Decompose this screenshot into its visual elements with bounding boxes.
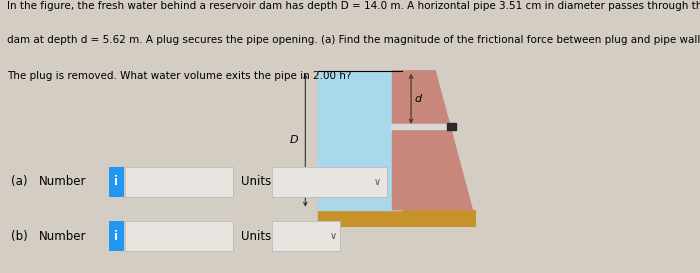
Text: Units: Units [241,175,272,188]
Polygon shape [393,71,473,210]
Text: The plug is removed. What water volume exits the pipe in 2.00 h?: The plug is removed. What water volume e… [7,71,351,81]
Text: (a): (a) [10,175,27,188]
Text: (b): (b) [10,230,27,243]
Bar [447,123,456,130]
Bar [318,71,402,210]
Bar [391,124,450,129]
Text: Units: Units [241,230,272,243]
Text: dam at depth d = 5.62 m. A plug secures the pipe opening. (a) Find the magnitude: dam at depth d = 5.62 m. A plug secures … [7,35,700,46]
Text: i: i [114,175,118,188]
Text: i: i [114,230,118,243]
Text: Number: Number [38,175,86,188]
Text: Number: Number [38,230,86,243]
Bar [318,210,476,227]
Text: D: D [290,135,298,145]
Text: In the figure, the fresh water behind a reservoir dam has depth D = 14.0 m. A ho: In the figure, the fresh water behind a … [7,1,700,11]
Text: ∨: ∨ [374,177,382,186]
Text: d: d [415,94,422,104]
Text: ∨: ∨ [330,231,337,241]
